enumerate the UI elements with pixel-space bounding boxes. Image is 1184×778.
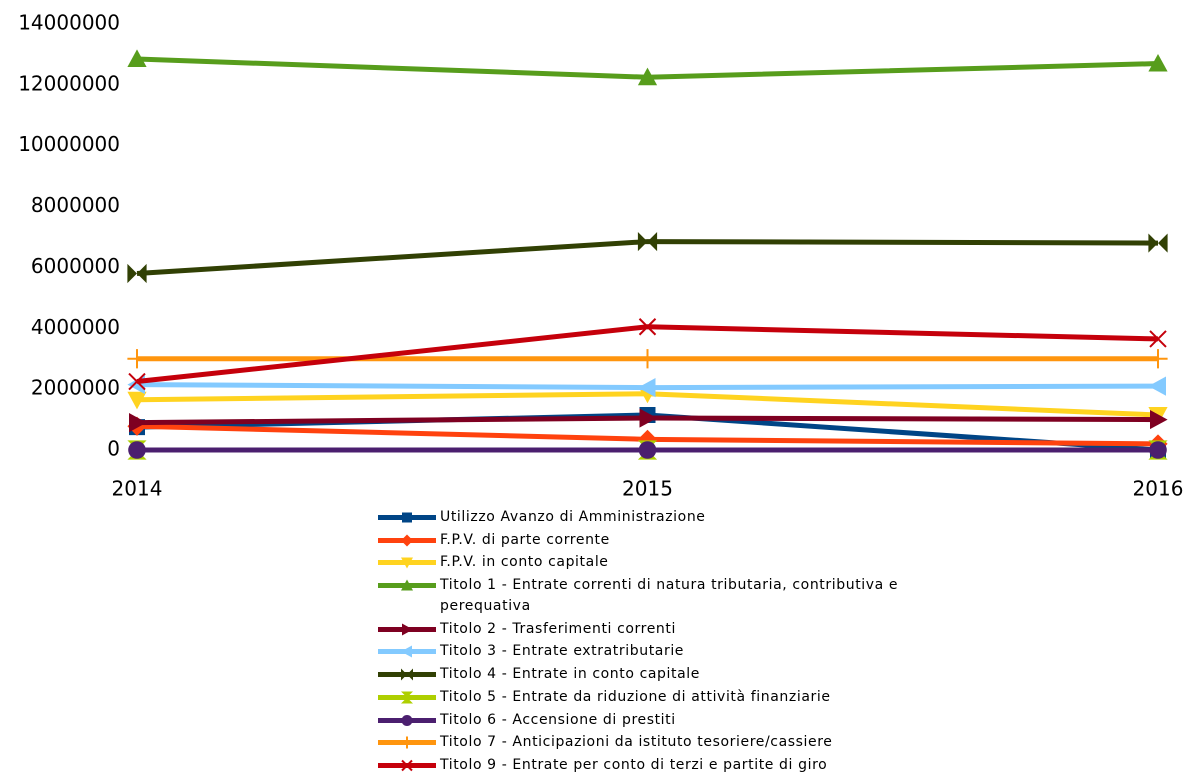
series-line <box>136 239 1159 277</box>
legend-swatch <box>378 714 436 726</box>
legend-item: Titolo 2 - Trasferimenti correnti <box>378 619 938 640</box>
legend-swatch <box>378 668 436 681</box>
legend-swatch <box>378 579 436 591</box>
marker <box>401 645 412 658</box>
legend-item: Titolo 4 - Entrate in conto capitale <box>378 664 938 685</box>
legend-label: Titolo 2 - Trasferimenti correnti <box>440 620 676 637</box>
legend-item: Titolo 3 - Entrate extratributarie <box>378 641 938 662</box>
y-tick-label: 4000000 <box>31 315 120 339</box>
legend-label: Titolo 7 - Anticipazioni da istituto tes… <box>440 734 833 751</box>
marker <box>127 263 147 284</box>
legend-label: Titolo 4 - Entrate in conto capitale <box>440 666 701 683</box>
marker <box>1149 441 1167 459</box>
marker <box>637 67 658 86</box>
marker <box>401 736 413 749</box>
marker <box>128 372 146 391</box>
marker <box>401 579 413 591</box>
marker <box>1150 409 1168 430</box>
marker <box>637 349 658 369</box>
marker <box>1148 376 1166 396</box>
legend-swatch <box>378 691 436 704</box>
marker <box>127 374 145 395</box>
marker <box>638 318 657 336</box>
y-tick-label: 6000000 <box>31 254 120 278</box>
marker <box>637 231 658 252</box>
legend-item: Titolo 6 - Accensione di prestiti <box>378 710 938 731</box>
marker <box>402 512 412 523</box>
marker <box>401 668 413 681</box>
y-tick-label: 0 <box>107 437 120 461</box>
legend-label: Titolo 1 - Entrate correnti di natura tr… <box>440 577 899 615</box>
marker <box>127 49 147 67</box>
marker <box>402 623 413 636</box>
marker <box>127 391 147 410</box>
legend-swatch <box>378 759 436 772</box>
legend-label: Titolo 6 - Accensione di prestiti <box>440 711 676 728</box>
legend-swatch <box>378 534 436 547</box>
marker <box>401 759 413 772</box>
plot: 0 2000000 4000000 6000000 8000000 10000000 120… <box>18 11 1184 501</box>
y-tick-label: 10000000 <box>18 132 120 156</box>
y-tick-label: 12000000 <box>18 71 120 95</box>
y-tick-label: 14000000 <box>18 11 120 35</box>
marker <box>637 429 658 449</box>
marker <box>401 557 413 569</box>
legend-swatch <box>378 736 436 749</box>
x-tick-label: 2016 <box>1133 477 1184 501</box>
legend: Utilizzo Avanzo di Amministrazione F.P.V.… <box>378 507 938 778</box>
marker <box>127 349 147 369</box>
marker <box>637 378 656 398</box>
x-tick-label: 2015 <box>622 477 673 501</box>
legend-item: Titolo 9 - Entrate per conto di terzi e … <box>378 755 938 776</box>
marker <box>1148 349 1168 369</box>
marker <box>401 534 413 547</box>
marker <box>1148 233 1168 253</box>
marker <box>638 441 657 459</box>
marker <box>401 691 413 704</box>
marker <box>128 441 146 459</box>
y-tick-label: 2000000 <box>31 376 120 400</box>
legend-label: Titolo 3 - Entrate extratributarie <box>440 643 685 660</box>
legend-label: F.P.V. in conto capitale <box>440 554 609 571</box>
marker <box>639 408 658 428</box>
legend-swatch <box>378 557 436 569</box>
marker <box>129 413 147 433</box>
legend-item: Utilizzo Avanzo di Amministrazione <box>378 507 938 528</box>
marker <box>1148 53 1168 72</box>
y-tick-label: 8000000 <box>31 193 120 217</box>
legend-label: F.P.V. di parte corrente <box>440 531 610 548</box>
legend-swatch <box>378 512 436 523</box>
legend-swatch <box>378 623 436 636</box>
legend-item: F.P.V. in conto capitale <box>378 552 938 573</box>
legend-item: Titolo 1 - Entrate correnti di natura tr… <box>378 575 938 617</box>
marker <box>1149 330 1167 348</box>
legend-item: Titolo 7 - Anticipazioni da istituto tes… <box>378 732 938 753</box>
x-tick-label: 2014 <box>112 477 163 501</box>
legend-label: Titolo 9 - Entrate per conto di terzi e … <box>440 756 828 773</box>
marker <box>401 714 413 726</box>
legend-label: Titolo 5 - Entrate da riduzione di attiv… <box>440 688 831 705</box>
legend-item: F.P.V. di parte corrente <box>378 530 938 551</box>
legend-item: Titolo 5 - Entrate da riduzione di attiv… <box>378 687 938 708</box>
legend-label: Utilizzo Avanzo di Amministrazione <box>440 509 706 525</box>
legend-swatch <box>378 645 436 658</box>
